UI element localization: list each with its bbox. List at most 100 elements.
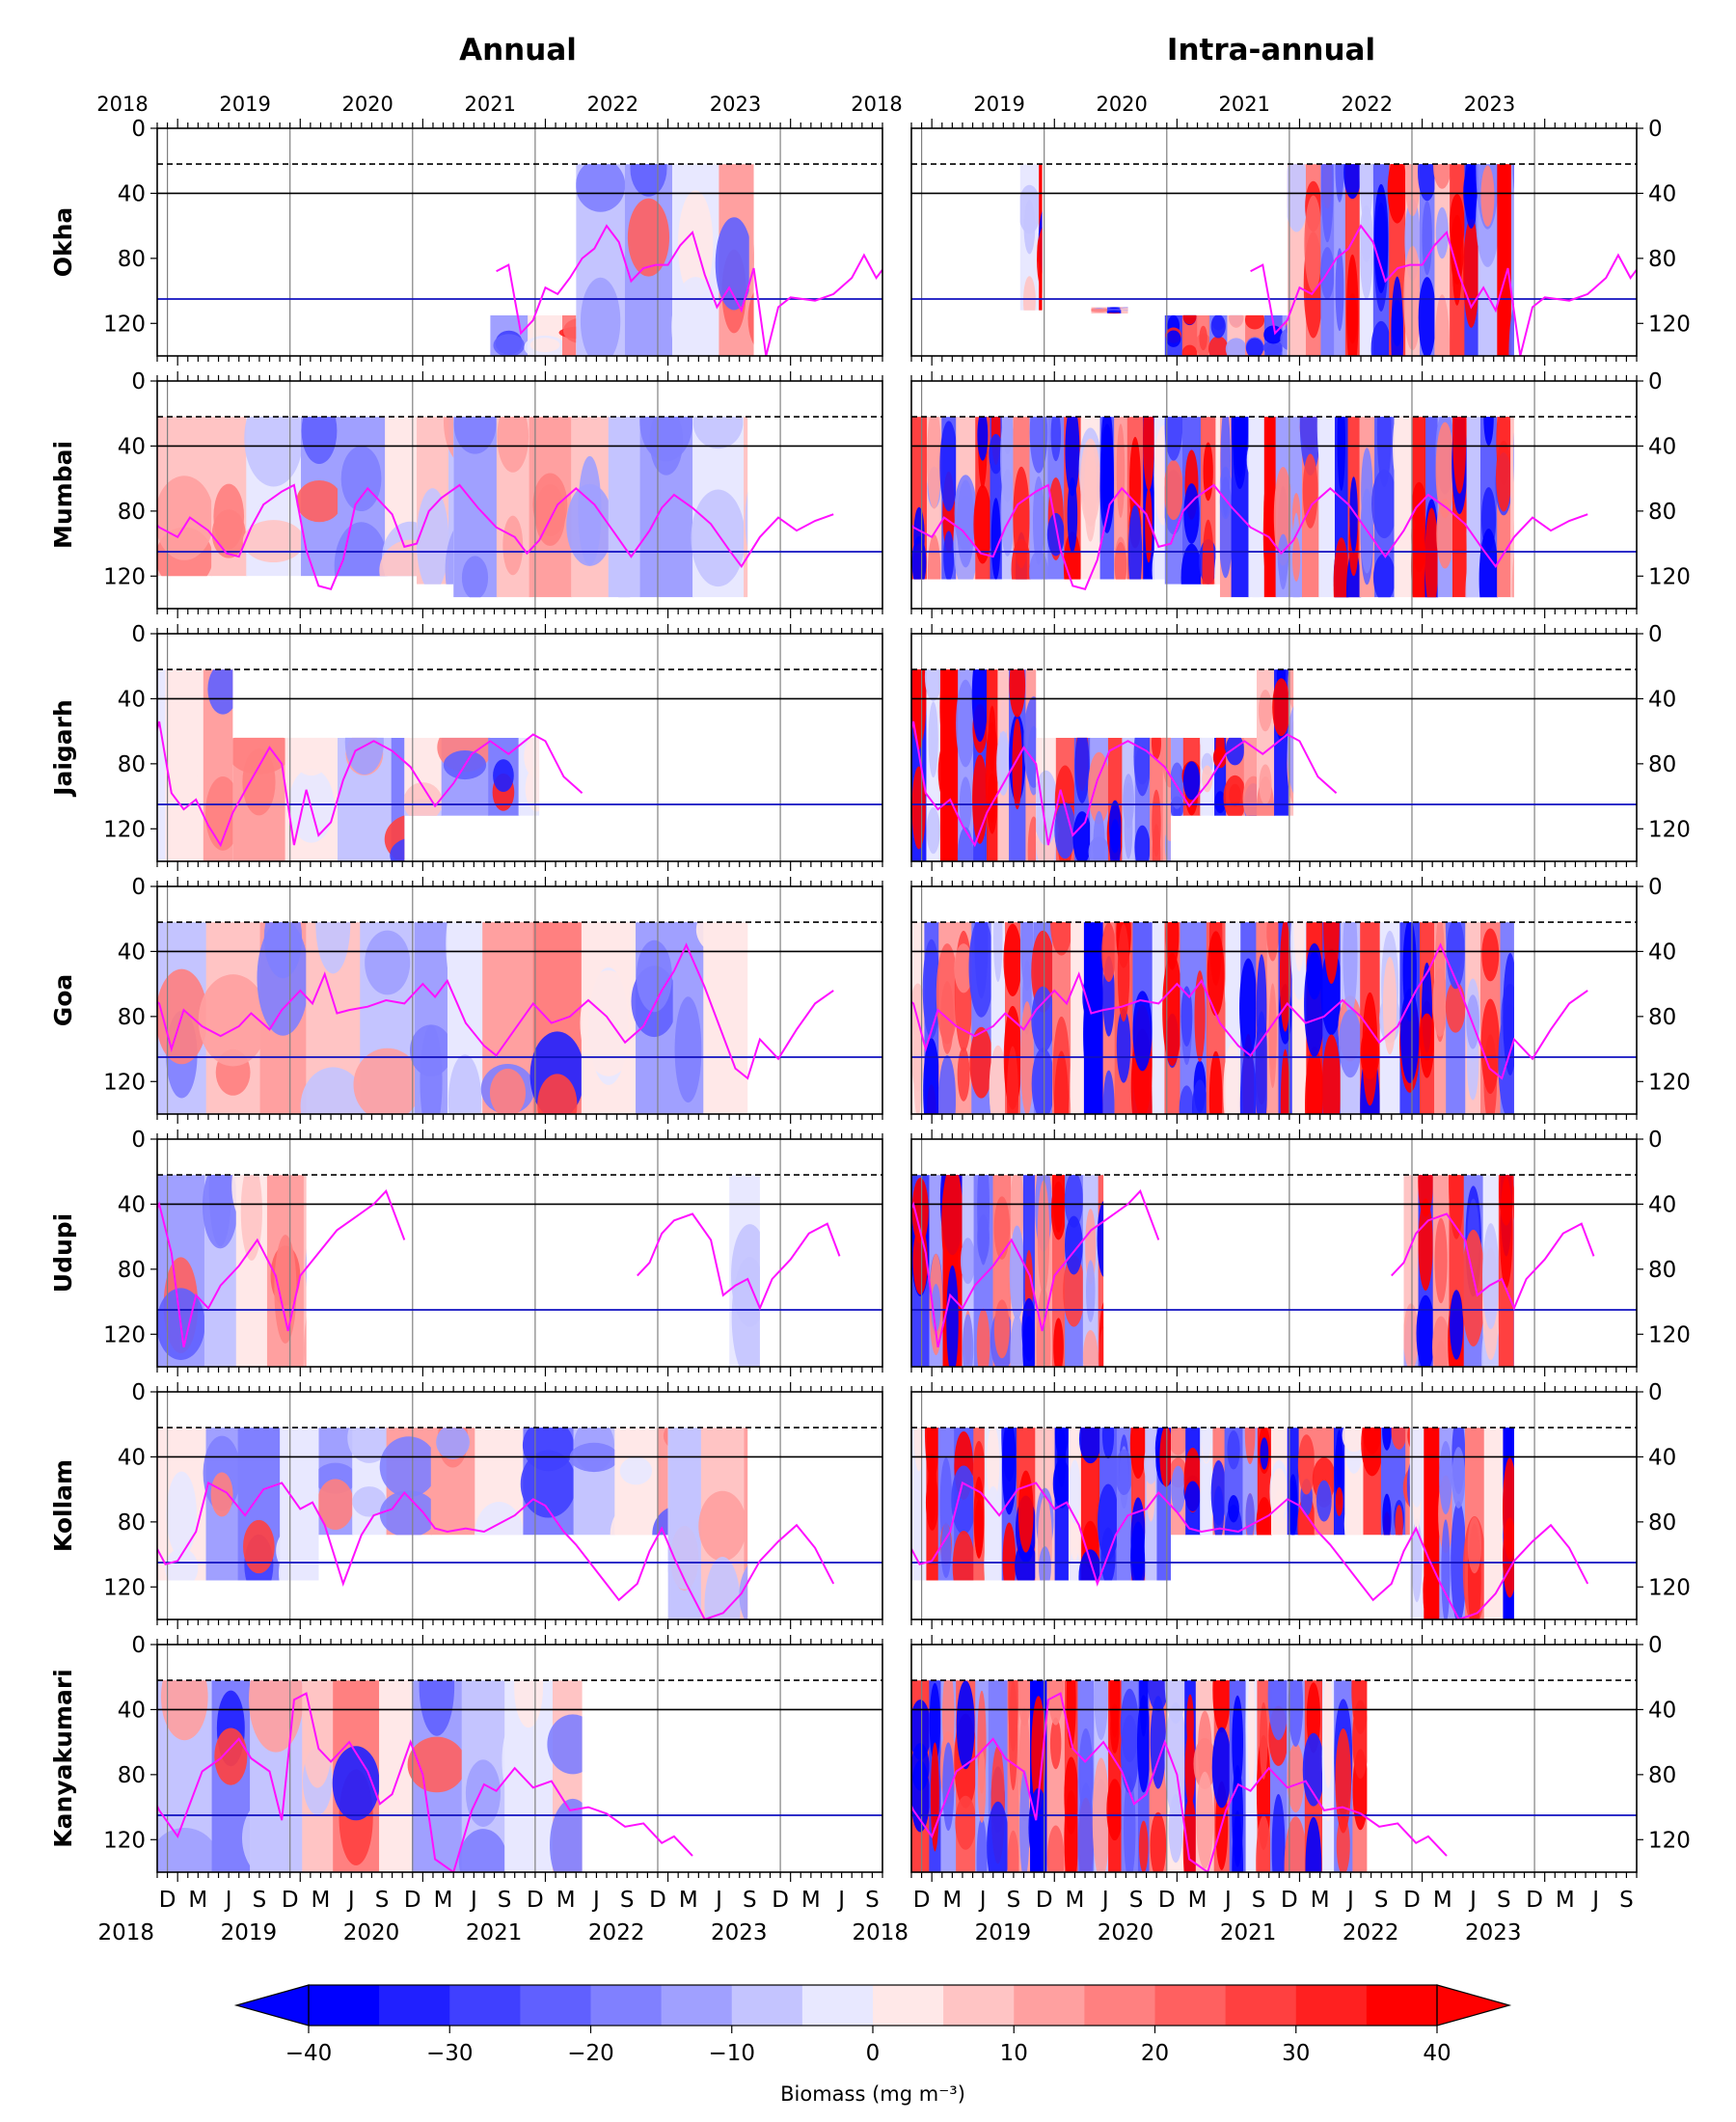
anomaly-stripe <box>657 1428 668 1536</box>
month-tick-label: M <box>1066 1888 1085 1913</box>
anomaly-blob <box>1256 1815 1272 1872</box>
anomaly-blob <box>198 974 268 1067</box>
anomaly-blob <box>502 1704 556 1817</box>
anomaly-blob <box>1376 417 1392 488</box>
y-tick-label: 0 <box>1648 875 1663 900</box>
anomaly-blob <box>1099 1326 1104 1367</box>
anomaly-blob <box>419 1680 455 1736</box>
mld-line <box>157 1189 841 1348</box>
anomaly-block <box>911 1680 1368 1872</box>
month-tick-label: D <box>1526 1888 1543 1913</box>
year-divider-lines <box>920 1645 1535 1872</box>
anomaly-blob <box>1382 1428 1392 1451</box>
panel-frame <box>910 1391 1638 1620</box>
anomaly-blob <box>379 1680 412 1736</box>
mld-segment <box>637 1212 841 1311</box>
anomaly-blob <box>1208 336 1229 356</box>
anomaly-blob <box>1515 1300 1527 1418</box>
anomaly-blob <box>1022 1316 1036 1367</box>
mld-segment <box>157 942 834 1080</box>
anomaly-blob <box>1143 417 1154 491</box>
anomaly-blob <box>1050 417 1062 462</box>
anomaly-blob <box>166 1471 197 1558</box>
y-tick-label: 0 <box>1648 622 1663 647</box>
mld-segment <box>911 942 1588 1080</box>
anomaly-blob <box>968 922 994 1018</box>
anomaly-blob <box>928 701 938 778</box>
anomaly-blob <box>1138 1820 1149 1872</box>
top-year-label: 2021 <box>465 93 516 116</box>
anomaly-blob <box>1467 1516 1481 1574</box>
panel-frame <box>156 1138 883 1368</box>
month-tick-label: D <box>282 1888 299 1913</box>
anomaly-blob <box>1246 1810 1257 1872</box>
anomaly-blob <box>1434 1340 1448 1367</box>
anomaly-blob <box>1513 522 1514 547</box>
y-tick-label: 0 <box>1648 369 1663 394</box>
anomaly-blob <box>1361 1428 1384 1477</box>
anomaly-blob <box>1288 669 1294 711</box>
year-divider-lines <box>920 128 1535 356</box>
month-tick-label: D <box>1403 1888 1421 1913</box>
anomaly-blob <box>1304 195 1323 292</box>
anomaly-blob <box>747 292 754 345</box>
anomaly-blob <box>1464 164 1478 229</box>
panel-frame <box>910 127 1638 357</box>
top-year-label: 2022 <box>587 93 638 116</box>
y-tick-label: 120 <box>103 564 146 589</box>
y-tick-label: 40 <box>118 1192 146 1217</box>
bottom-year-label: 2021 <box>466 1920 523 1945</box>
anomaly-block <box>165 669 233 861</box>
anomaly-blob <box>465 1759 502 1827</box>
mld-segment <box>1391 1212 1595 1311</box>
y-tick-label: 120 <box>1648 1828 1691 1853</box>
anomaly-blob <box>671 277 720 356</box>
anomaly-field <box>911 417 1514 598</box>
anomaly-blob <box>514 1680 544 1728</box>
anomaly-blob <box>1152 536 1165 580</box>
anomaly-blob <box>610 1501 663 1536</box>
anomaly-blob <box>1171 1465 1186 1513</box>
panel-frame <box>910 1138 1638 1368</box>
top-year-label: 2023 <box>710 93 761 116</box>
anomaly-blob <box>1481 928 1500 982</box>
month-tick-label: M <box>801 1888 821 1913</box>
y-tick-label: 40 <box>1648 1445 1676 1470</box>
anomaly-blob <box>214 1728 248 1785</box>
anomaly-blob <box>673 922 702 1000</box>
anomaly-blob <box>1232 1810 1244 1872</box>
anomaly-blob <box>493 759 514 793</box>
anomaly-blob <box>1432 164 1451 189</box>
anomaly-blob <box>1202 519 1214 585</box>
bottom-year-label: 2019 <box>975 1920 1032 1945</box>
anomaly-blob <box>340 446 382 512</box>
anomaly-blob <box>1164 417 1183 461</box>
anomaly-blob <box>1336 1815 1350 1872</box>
anomaly-blob <box>1085 1260 1096 1322</box>
colorbar-tick-label: 30 <box>1282 2041 1310 2066</box>
anomaly-block <box>1019 164 1043 311</box>
bottom-year-label: 2023 <box>1465 1920 1522 1945</box>
anomaly-blob <box>612 510 636 598</box>
anomaly-blob <box>993 1299 1010 1359</box>
anomaly-blob <box>1097 1483 1120 1561</box>
anomaly-field <box>157 417 748 598</box>
site-label-mumbai: Mumbai <box>49 441 77 549</box>
anomaly-blob <box>1129 1428 1147 1479</box>
anomaly-blob <box>1002 1522 1017 1581</box>
anomaly-blob <box>1266 922 1279 962</box>
anomaly-blob <box>713 922 744 985</box>
anomaly-blob <box>1214 542 1220 585</box>
anomaly-blob <box>1147 1680 1169 1712</box>
anomaly-blob <box>1210 314 1226 339</box>
minor-ticks <box>156 1635 883 1882</box>
site-label-kollam: Kollam <box>49 1459 77 1552</box>
minor-ticks <box>910 877 1638 1124</box>
anomaly-blob <box>923 1038 940 1114</box>
colorbar-segment <box>309 1985 380 2026</box>
mld-line <box>911 483 1588 590</box>
anomaly-block <box>1036 737 1172 861</box>
anomaly-blob <box>1052 1458 1071 1509</box>
